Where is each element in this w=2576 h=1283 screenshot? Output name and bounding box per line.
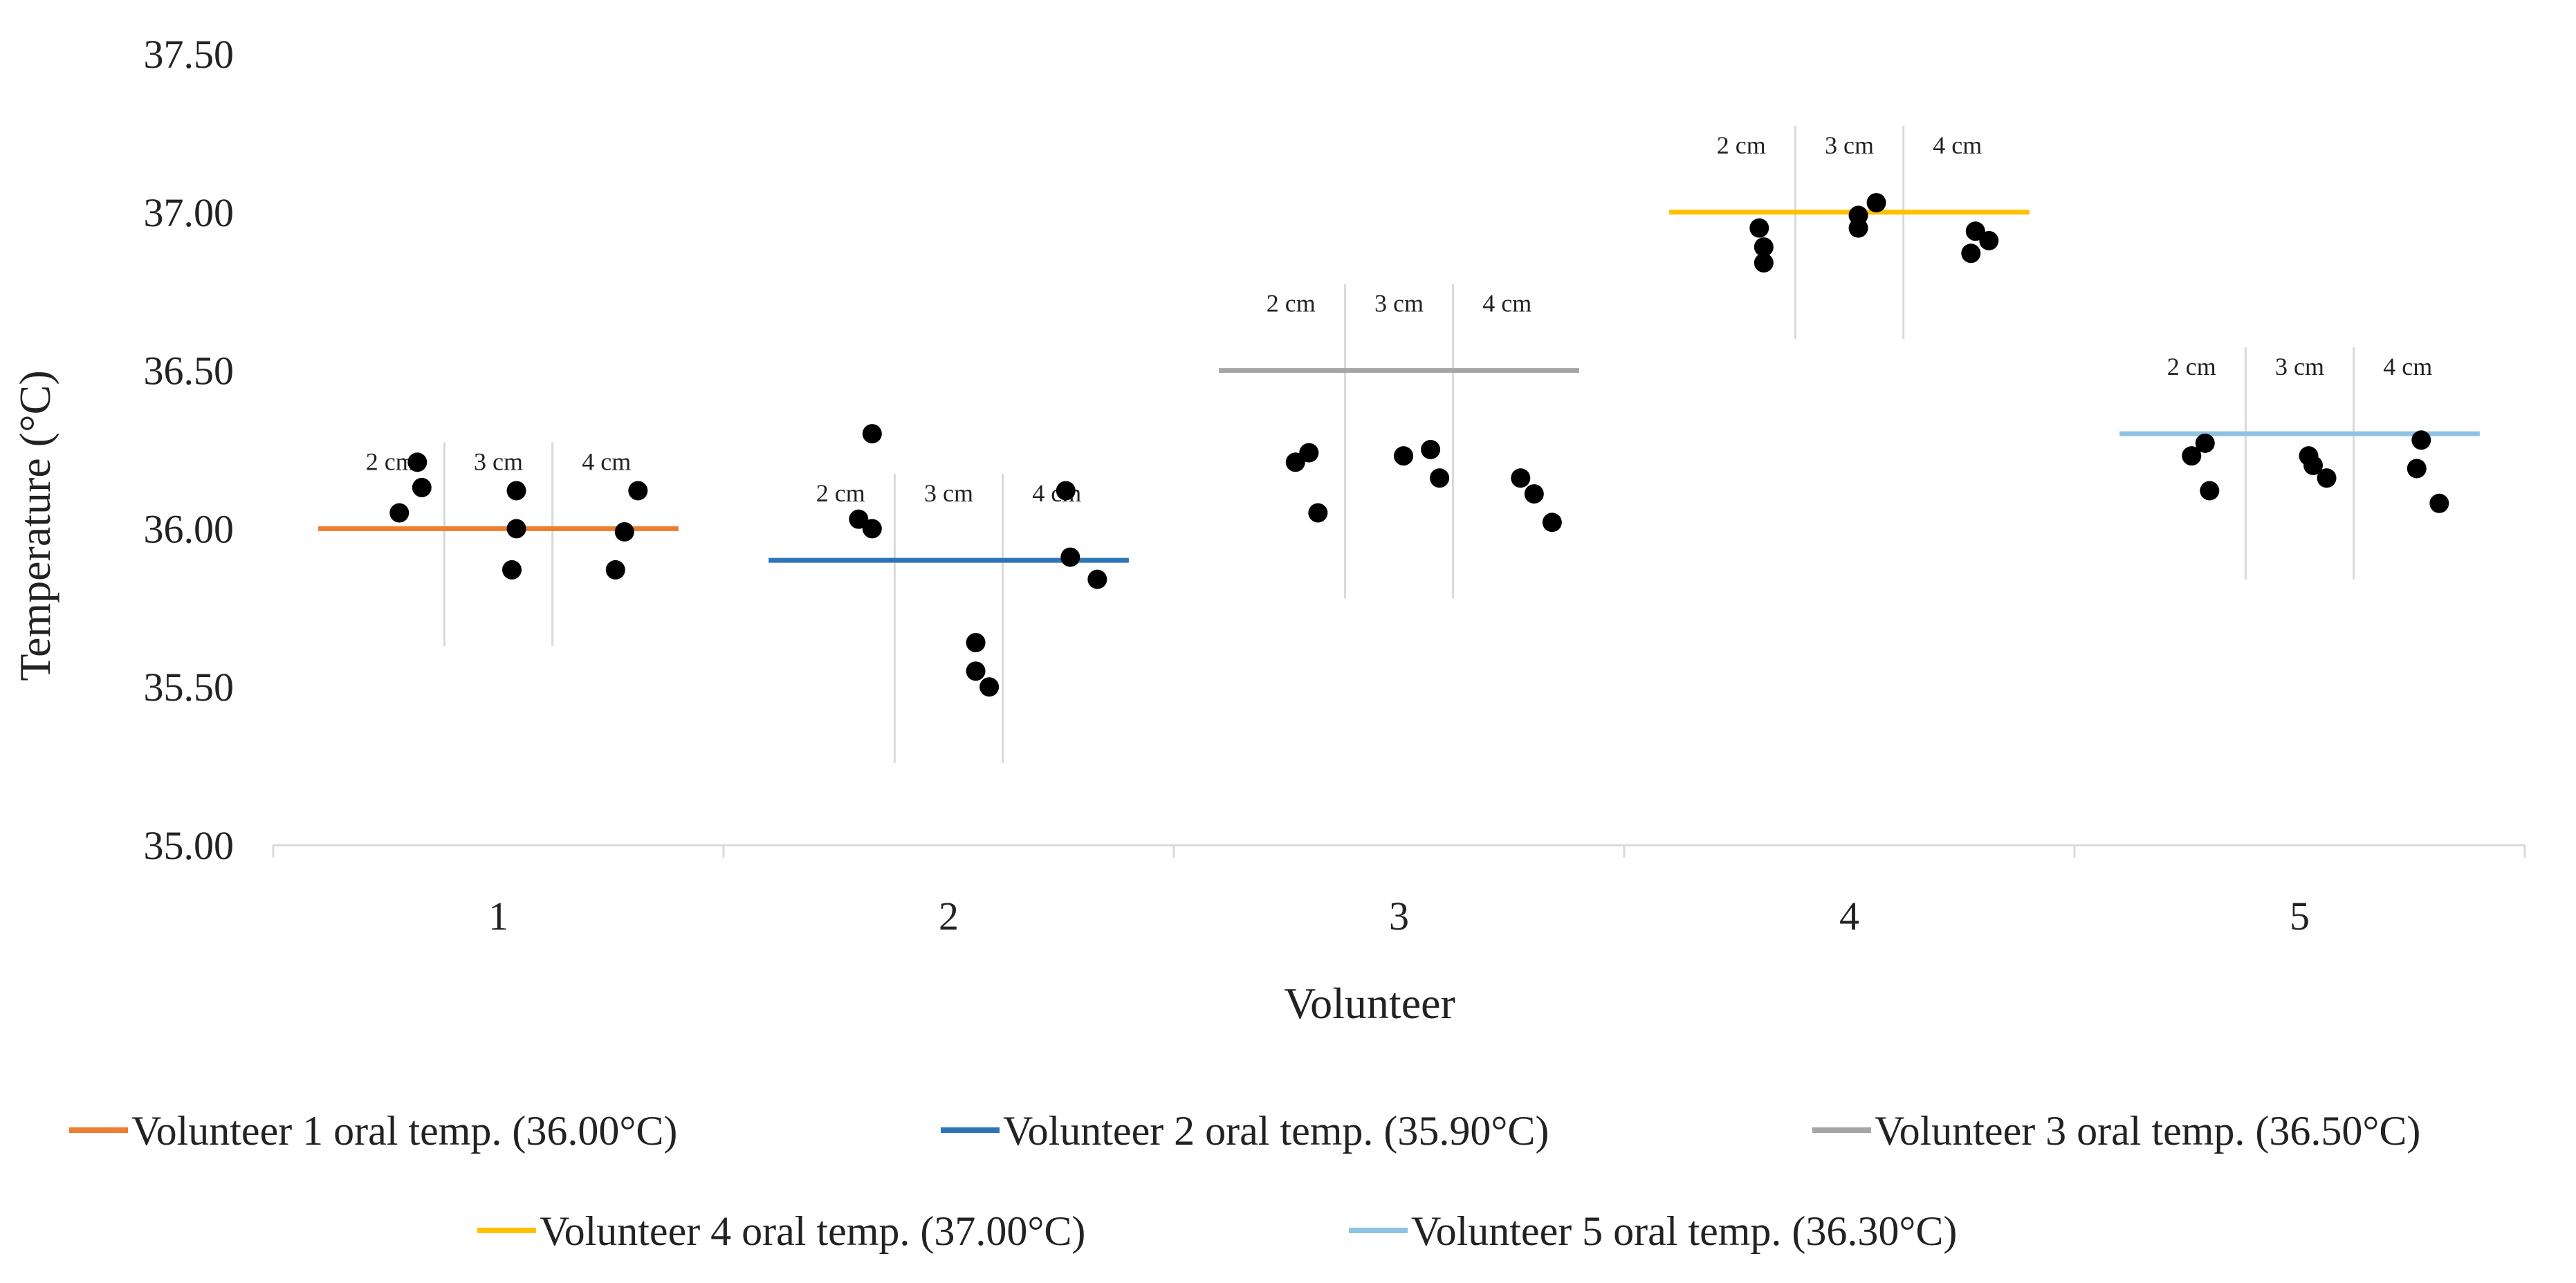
legend-label: Volunteer 1 oral temp. (36.00°C) <box>131 1108 677 1154</box>
data-point <box>2411 430 2431 450</box>
data-point <box>1285 452 1305 472</box>
data-point <box>1965 221 1985 241</box>
data-point <box>389 503 410 523</box>
data-point <box>2195 433 2215 453</box>
data-point <box>1060 547 1080 567</box>
x-tick-label: 5 <box>2290 894 2310 939</box>
x-axis: 1 2 3 4 5 <box>272 844 2526 939</box>
data-point <box>1299 443 1319 463</box>
data-point <box>407 452 427 472</box>
x-axis-title: Volunteer <box>1284 979 1455 1028</box>
data-point <box>412 477 432 497</box>
distance-label: 2 cm <box>2167 353 2216 380</box>
data-point <box>2200 481 2220 501</box>
y-axis-title: Temperature (°C) <box>10 370 59 681</box>
distance-label: 4 cm <box>582 447 631 475</box>
data-point <box>1542 513 1562 533</box>
data-point <box>1308 503 1328 523</box>
data-point <box>966 661 986 681</box>
data-point <box>1961 243 1981 264</box>
data-point <box>1866 193 1886 213</box>
data-point <box>966 633 986 653</box>
distance-label: 3 cm <box>2275 353 2324 380</box>
data-point <box>605 560 625 580</box>
legend-label: Volunteer 4 oral temp. (37.00°C) <box>540 1208 1085 1254</box>
y-tick-label: 36.00 <box>144 506 234 551</box>
y-tick-label: 36.50 <box>144 349 234 394</box>
y-tick-label: 37.50 <box>144 32 234 77</box>
y-axis: 35.00 35.50 36.00 36.50 37.00 37.50 <box>144 32 234 868</box>
data-point <box>1749 218 1769 238</box>
y-tick-label: 35.50 <box>144 665 234 710</box>
distance-label: 4 cm <box>1933 131 1982 159</box>
data-point <box>2429 493 2449 513</box>
data-point <box>2317 468 2337 488</box>
data-point <box>506 481 526 501</box>
data-point <box>862 519 882 539</box>
data-point <box>1524 484 1544 504</box>
distance-label: 3 cm <box>924 479 973 507</box>
data-point <box>2303 455 2324 475</box>
distance-label: 2 cm <box>816 479 865 507</box>
data-point <box>506 519 526 539</box>
data-point <box>1056 481 1076 501</box>
data-point <box>2182 446 2202 466</box>
distance-label: 2 cm <box>1717 131 1766 159</box>
distance-labels: 2 cm 3 cm 4 cm 2 cm 3 cm 4 cm 2 cm 3 cm 4 cm 2 cm… <box>366 131 2432 507</box>
data-point <box>1394 446 1414 466</box>
data-point <box>502 560 522 580</box>
data-point <box>1430 468 1450 488</box>
distance-label: 2 cm <box>1267 290 1316 317</box>
data-point <box>849 509 869 529</box>
legend-label: Volunteer 3 oral temp. (36.50°C) <box>1875 1108 2420 1154</box>
data-point <box>628 481 648 501</box>
y-tick-label: 37.00 <box>144 190 234 235</box>
data-point <box>614 521 634 542</box>
x-tick-label: 3 <box>1389 894 1409 939</box>
x-tick-label: 2 <box>939 894 959 939</box>
y-tick-label: 35.00 <box>144 823 234 868</box>
data-point <box>1754 237 1774 257</box>
x-tick-label: 1 <box>488 894 508 939</box>
distance-label: 3 cm <box>474 447 523 475</box>
distance-dividers <box>443 125 2355 764</box>
data-point <box>1087 569 1107 589</box>
data-point <box>1848 218 1868 238</box>
distance-label: 2 cm <box>366 447 415 475</box>
data-point <box>2407 459 2427 479</box>
distance-label: 4 cm <box>1482 290 1531 317</box>
legend-label: Volunteer 5 oral temp. (36.30°C) <box>1411 1208 1957 1254</box>
data-point <box>1979 230 1999 250</box>
data-point <box>1421 440 1441 459</box>
legend: Volunteer 1 oral temp. (36.00°C) Voluntee… <box>69 1108 2420 1254</box>
data-point <box>862 424 882 444</box>
distance-label: 3 cm <box>1374 290 1424 317</box>
data-point <box>1511 468 1531 488</box>
distance-label: 4 cm <box>2383 353 2432 380</box>
distance-label: 3 cm <box>1825 131 1874 159</box>
data-point <box>979 677 1000 697</box>
x-tick-label: 4 <box>1839 894 1859 939</box>
legend-label: Volunteer 2 oral temp. (35.90°C) <box>1003 1108 1549 1154</box>
measurement-points <box>389 193 2449 697</box>
data-point <box>1754 253 1774 273</box>
